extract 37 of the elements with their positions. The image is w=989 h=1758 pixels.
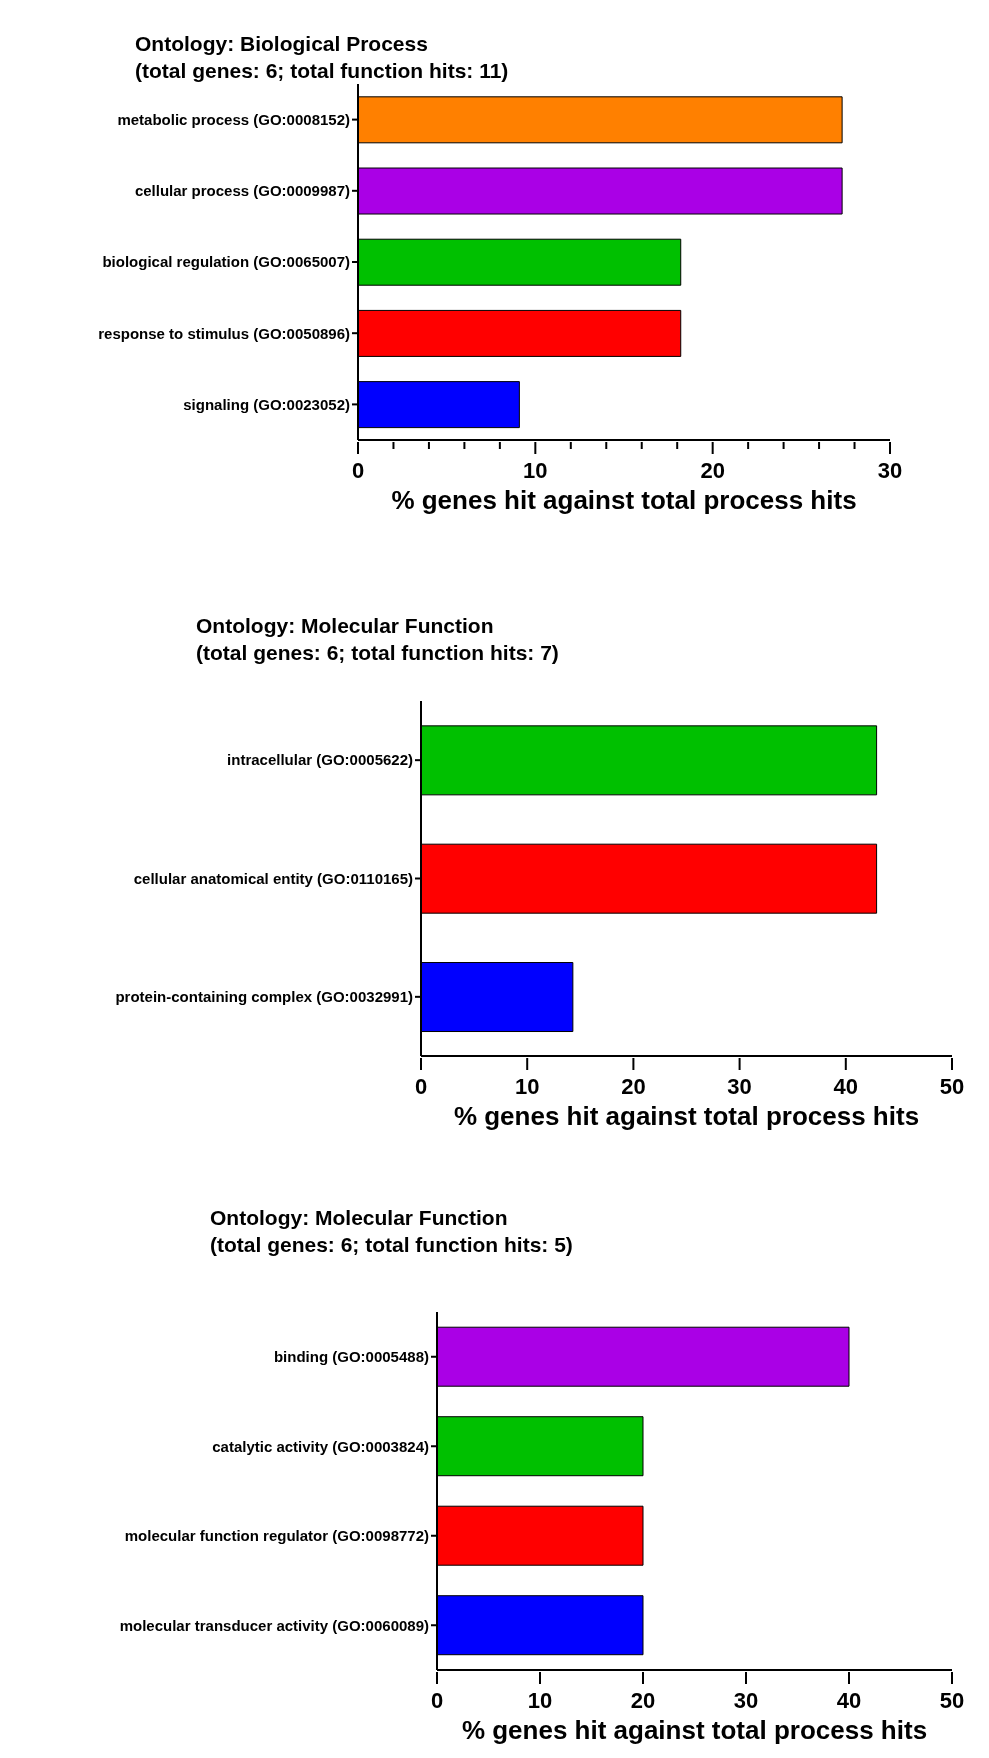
y-tick-label: binding (GO:0005488) [273, 1348, 429, 1366]
x-tick-label: 30 [727, 1074, 752, 1099]
chart-title: Ontology: Molecular Function [196, 613, 495, 639]
y-tick-label: molecular function regulator (GO:0098772) [124, 1527, 429, 1545]
y-tick-label: signaling (GO:0023052) [183, 395, 350, 413]
x-tick-label: 20 [630, 1688, 656, 1713]
y-tick-label: response to stimulus (GO:0050896) [98, 324, 350, 342]
y-tick-label: intracellular (GO:0005622) [227, 751, 413, 769]
x-tick-label: 0 [351, 458, 365, 483]
chart-subtitle: (total genes: 6; total function hits: 11) [135, 58, 509, 84]
y-tick-label: molecular transducer activity (GO:0060089) [119, 1616, 429, 1634]
y-tick-label: cellular anatomical entity (GO:0110165) [133, 869, 413, 887]
x-tick-label: 10 [523, 458, 548, 483]
x-tick-label: 40 [836, 1688, 862, 1713]
x-tick-label: 10 [514, 1074, 540, 1099]
x-axis-title: % genes hit against total process hits [390, 484, 858, 516]
y-tick-label: protein-containing complex (GO:0032991) [115, 988, 413, 1006]
x-tick-label: 30 [877, 458, 903, 483]
x-tick-label: 0 [430, 1688, 444, 1713]
chart-subtitle: (total genes: 6; total function hits: 5) [210, 1232, 573, 1258]
y-tick-label: cellular process (GO:0009987) [134, 182, 350, 200]
chart-title: Ontology: Biological Process [135, 31, 429, 57]
x-tick-label: 40 [833, 1074, 859, 1099]
x-axis-title: % genes hit against total process hits [460, 1714, 929, 1746]
x-tick-label: 50 [939, 1688, 965, 1713]
chart-subtitle: (total genes: 6; total function hits: 7) [196, 640, 559, 666]
y-tick-label: metabolic process (GO:0008152) [117, 110, 350, 128]
x-axis-title: % genes hit against total process hits [452, 1100, 921, 1132]
x-tick-label: 50 [939, 1074, 965, 1099]
chart-title: Ontology: Molecular Function [210, 1205, 509, 1231]
x-tick-label: 0 [414, 1074, 428, 1099]
x-tick-label: 30 [733, 1688, 759, 1713]
x-tick-label: 10 [527, 1688, 553, 1713]
y-tick-label: catalytic activity (GO:0003824) [212, 1437, 429, 1455]
x-tick-label: 20 [621, 1074, 646, 1099]
y-tick-label: biological regulation (GO:0065007) [102, 253, 350, 271]
x-tick-label: 20 [700, 458, 725, 483]
